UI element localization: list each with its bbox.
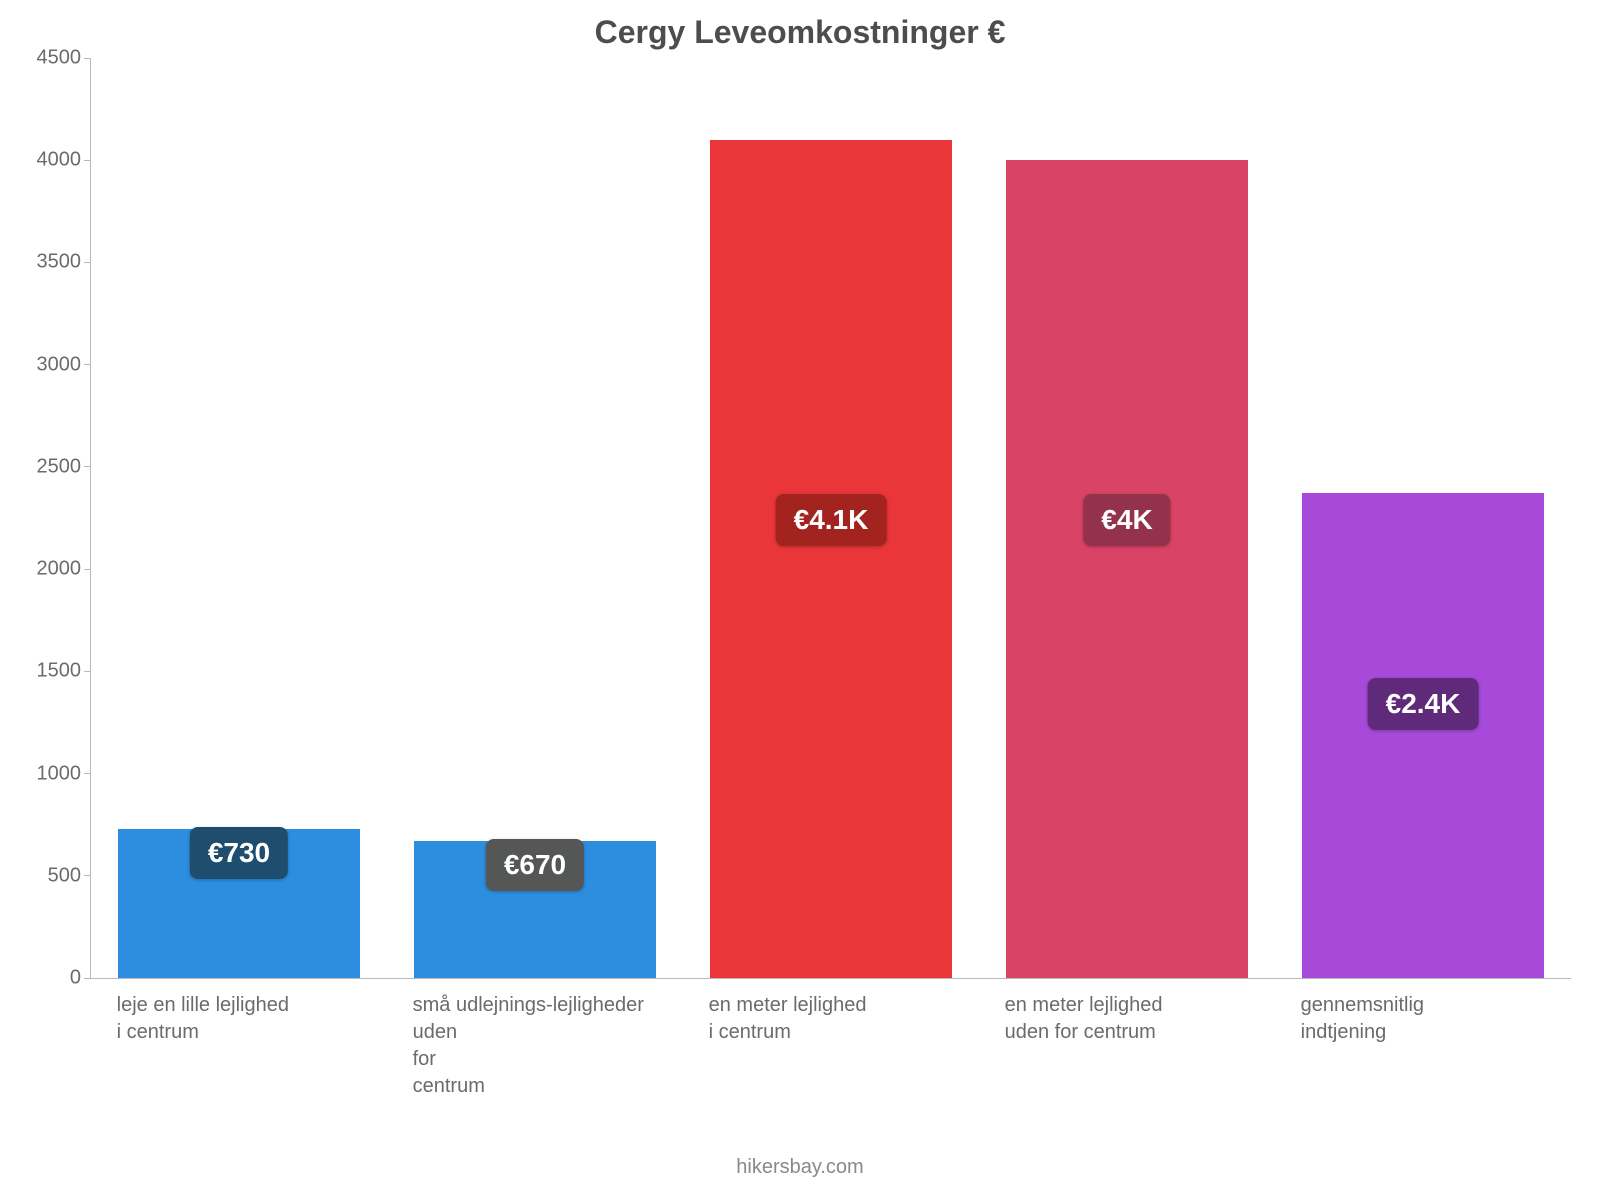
bar: €730 bbox=[118, 829, 361, 978]
ytick-mark bbox=[84, 364, 91, 365]
value-badge: €730 bbox=[190, 827, 288, 879]
xtick-label: en meter lejlighedi centrum bbox=[709, 992, 952, 1046]
cost-of-living-chart: Cergy Leveomkostninger € 050010001500200… bbox=[0, 0, 1600, 1200]
ytick-mark bbox=[84, 773, 91, 774]
ytick-label: 3500 bbox=[37, 251, 82, 274]
value-badge: €670 bbox=[486, 839, 584, 891]
bar: €2.4K bbox=[1302, 493, 1545, 978]
bar: €4.1K bbox=[710, 140, 953, 978]
ytick-label: 1500 bbox=[37, 660, 82, 683]
ytick-label: 4500 bbox=[37, 47, 82, 70]
ytick-label: 0 bbox=[70, 967, 81, 990]
ytick-mark bbox=[84, 978, 91, 979]
ytick-mark bbox=[84, 58, 91, 59]
value-badge: €4.1K bbox=[776, 494, 887, 546]
ytick-label: 4000 bbox=[37, 149, 82, 172]
xtick-label: en meter lejligheduden for centrum bbox=[1005, 992, 1248, 1046]
ytick-mark bbox=[84, 160, 91, 161]
value-badge: €4K bbox=[1083, 494, 1170, 546]
ytick-label: 500 bbox=[48, 864, 81, 887]
ytick-label: 2500 bbox=[37, 455, 82, 478]
value-badge: €2.4K bbox=[1368, 678, 1479, 730]
ytick-mark bbox=[84, 569, 91, 570]
ytick-label: 1000 bbox=[37, 762, 82, 785]
ytick-mark bbox=[84, 875, 91, 876]
bar: €4K bbox=[1006, 160, 1249, 978]
ytick-label: 2000 bbox=[37, 558, 82, 581]
xtick-label: små udlejnings-lejlighederudenforcentrum bbox=[413, 992, 656, 1100]
bar: €670 bbox=[414, 841, 657, 978]
plot-area: 050010001500200025003000350040004500€730… bbox=[90, 58, 1571, 979]
ytick-label: 3000 bbox=[37, 353, 82, 376]
chart-title: Cergy Leveomkostninger € bbox=[0, 14, 1600, 51]
ytick-mark bbox=[84, 262, 91, 263]
chart-credit: hikersbay.com bbox=[0, 1156, 1600, 1179]
ytick-mark bbox=[84, 466, 91, 467]
xtick-label: gennemsnitligindtjening bbox=[1301, 992, 1544, 1046]
xtick-label: leje en lille lejlighedi centrum bbox=[117, 992, 360, 1046]
ytick-mark bbox=[84, 671, 91, 672]
